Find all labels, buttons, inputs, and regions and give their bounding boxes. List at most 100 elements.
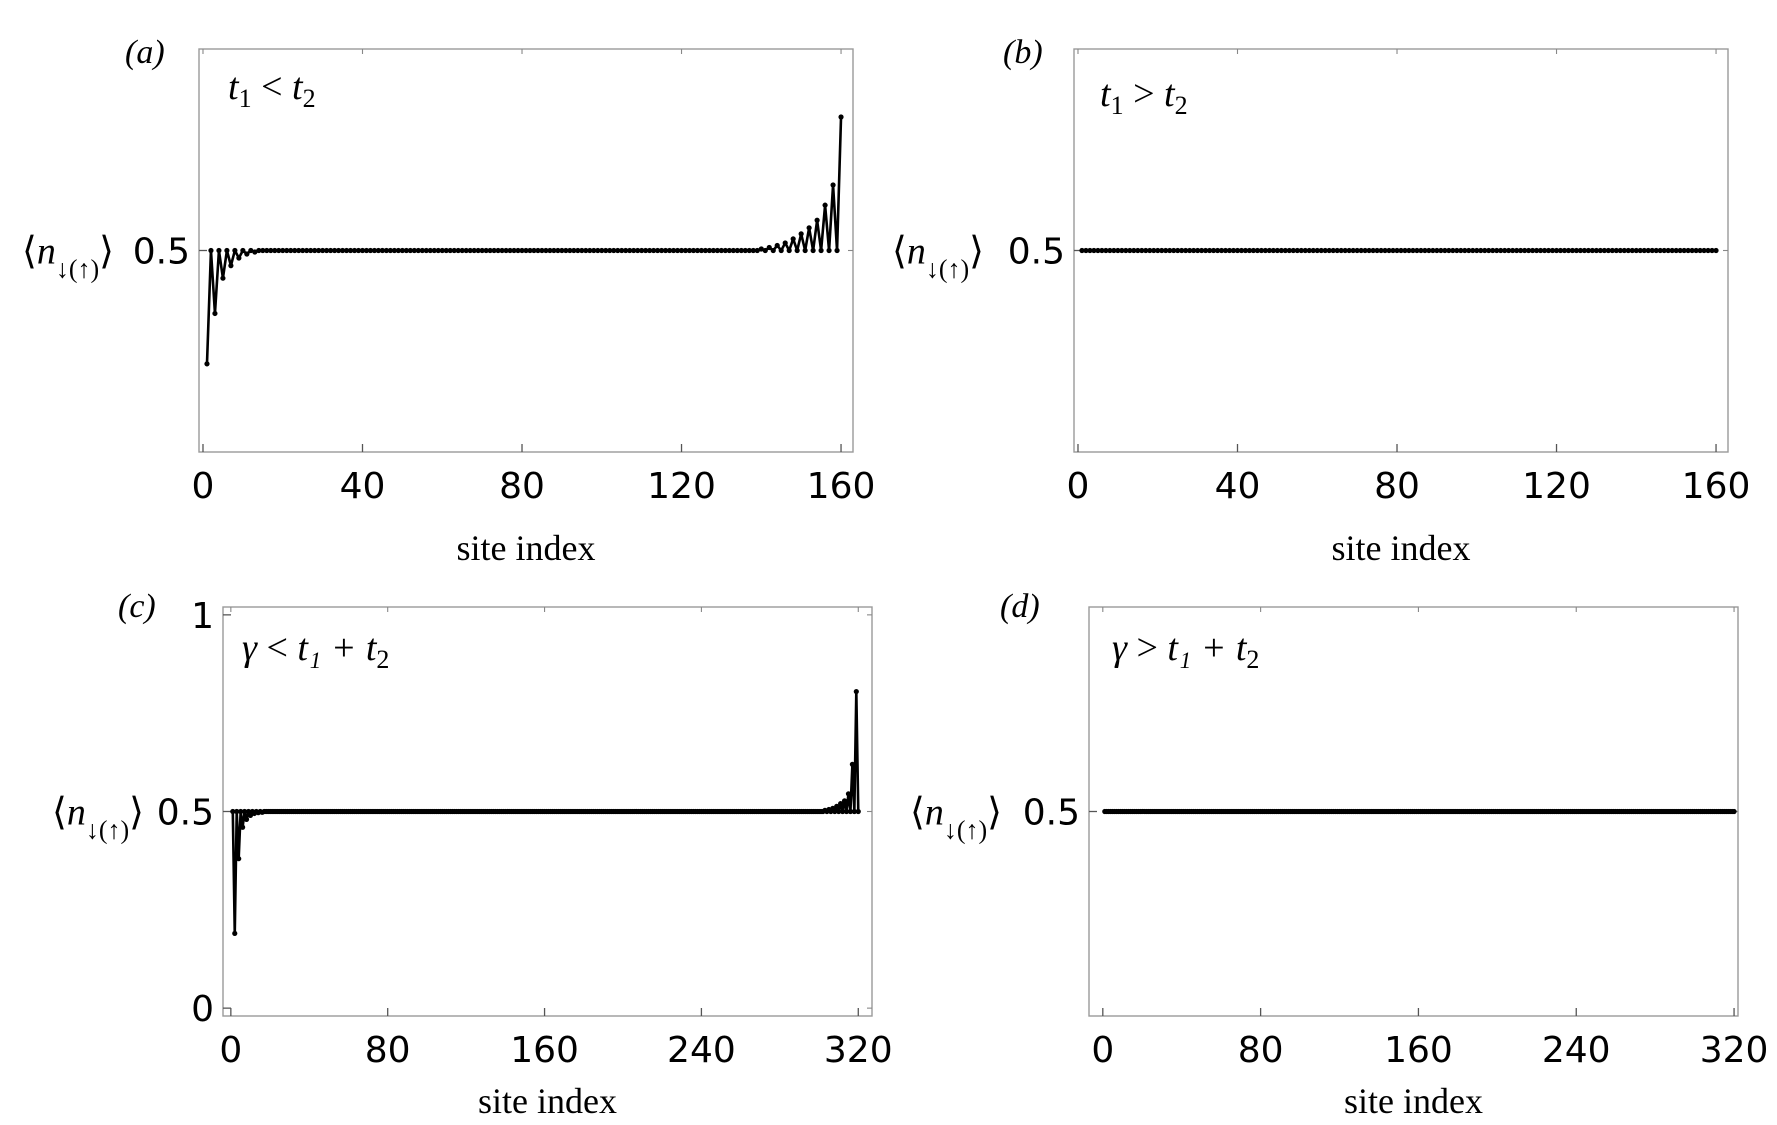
data-point — [228, 263, 234, 269]
data-point — [1318, 247, 1324, 254]
data-point — [1131, 247, 1137, 254]
data-point — [1358, 247, 1364, 254]
data-point — [790, 236, 796, 242]
data-point — [1561, 247, 1568, 254]
data-point — [1226, 247, 1233, 254]
data-point — [212, 310, 218, 317]
data-point — [1294, 247, 1300, 254]
data-point — [603, 247, 609, 254]
data-point — [623, 247, 629, 254]
x-tick-label: 0 — [192, 466, 215, 507]
data-point — [1422, 247, 1428, 254]
data-point — [1490, 247, 1496, 254]
data-point — [1541, 247, 1548, 254]
data-point — [1553, 247, 1560, 254]
y-tick-label: 0.5 — [133, 232, 190, 273]
series-points — [204, 114, 844, 367]
data-point — [1502, 247, 1508, 254]
x-tick-label: 0 — [1067, 466, 1090, 507]
data-point — [264, 247, 270, 254]
condition-rhs: t₁ + t — [297, 627, 377, 669]
data-point — [232, 930, 238, 937]
x-tick-label: 160 — [1682, 466, 1751, 507]
data-point — [1290, 247, 1296, 254]
data-point — [1478, 247, 1484, 254]
data-point — [1426, 247, 1432, 254]
data-point — [1681, 247, 1687, 254]
data-point — [475, 247, 481, 254]
x-tick-label: 320 — [1700, 1030, 1769, 1071]
y-axis-label-base: n — [925, 792, 944, 834]
y-axis-label: ⟨n↓(↑)⟩ — [22, 231, 114, 284]
data-point — [750, 247, 756, 254]
data-point — [245, 808, 252, 815]
condition-label: γ < t₁ + t2 — [242, 627, 389, 674]
data-point — [551, 247, 557, 254]
data-point — [845, 791, 852, 797]
data-point — [1545, 247, 1552, 254]
data-point — [238, 808, 244, 815]
data-point — [563, 247, 569, 254]
data-point — [647, 247, 653, 254]
data-point — [240, 247, 246, 254]
data-point — [643, 247, 649, 254]
data-point — [252, 249, 258, 255]
y-axis-label-close: ⟩ — [987, 792, 1002, 834]
data-point — [216, 247, 222, 254]
x-axis-label: site index — [1332, 528, 1471, 568]
data-point — [814, 217, 820, 223]
data-point — [694, 247, 701, 254]
data-point — [1673, 247, 1679, 254]
data-point — [702, 247, 709, 254]
data-point — [331, 247, 338, 254]
data-point — [1589, 247, 1596, 254]
data-point — [1585, 247, 1592, 254]
y-tick-label: 0.5 — [157, 793, 214, 834]
data-point — [316, 247, 322, 254]
data-point — [836, 808, 842, 815]
data-point — [280, 247, 286, 254]
data-point — [1143, 247, 1149, 254]
data-point — [1653, 247, 1659, 254]
condition-lhs: t — [228, 66, 240, 108]
data-point — [1302, 247, 1308, 254]
data-point — [339, 247, 346, 254]
data-point — [698, 247, 705, 254]
data-point — [1091, 247, 1097, 254]
data-point — [495, 247, 501, 254]
data-point — [367, 247, 374, 254]
data-point — [1458, 247, 1464, 254]
series-points — [230, 688, 861, 937]
data-point — [1410, 247, 1416, 254]
y-axis-label-base: n — [67, 792, 86, 834]
data-point — [830, 182, 836, 188]
data-point — [1254, 247, 1261, 254]
series-line — [205, 116, 843, 364]
data-point — [806, 225, 812, 231]
x-axis-label: site index — [478, 1081, 617, 1121]
condition-rhs: t — [292, 66, 304, 108]
data-point — [1103, 247, 1109, 254]
data-point — [296, 247, 302, 254]
data-point — [583, 247, 589, 254]
data-point — [1326, 247, 1332, 254]
data-point — [363, 247, 370, 254]
data-point — [1286, 247, 1292, 254]
data-point — [232, 247, 238, 254]
data-point — [1577, 247, 1584, 254]
data-point — [591, 247, 597, 254]
data-point — [243, 816, 250, 822]
x-tick-label: 120 — [647, 466, 716, 507]
data-point — [1557, 247, 1564, 254]
x-tick-label: 40 — [340, 466, 386, 507]
data-point — [268, 247, 274, 254]
data-point — [1342, 247, 1348, 254]
data-point — [1187, 247, 1193, 254]
data-point — [690, 247, 697, 254]
data-point — [1442, 247, 1448, 254]
data-point — [1438, 247, 1444, 254]
data-point — [734, 247, 740, 254]
condition-lhs-sub: 1 — [1111, 91, 1124, 120]
panel-tag: (d) — [1000, 588, 1040, 625]
